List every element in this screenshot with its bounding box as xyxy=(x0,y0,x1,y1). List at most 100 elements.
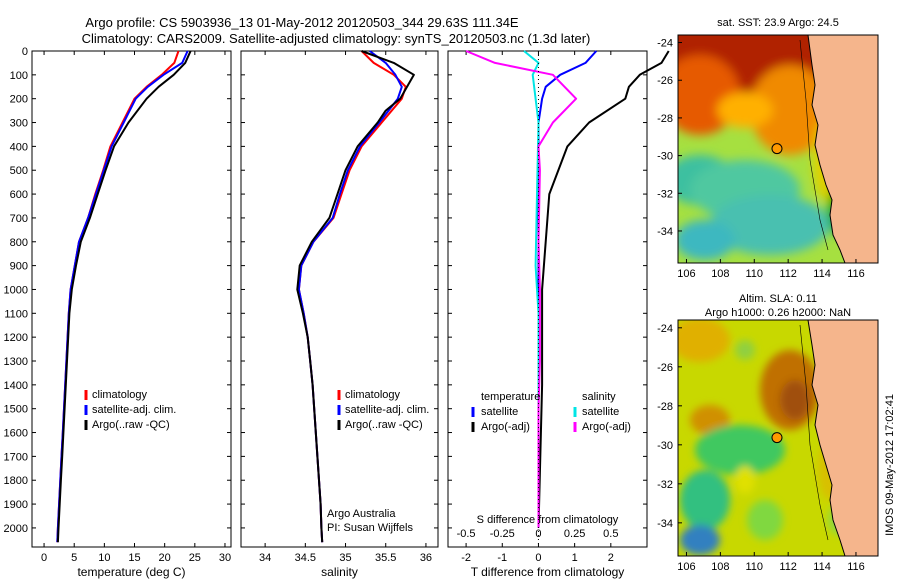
salinity-axes-frame xyxy=(240,50,439,548)
diff-legend-temperature-title: temperature xyxy=(481,391,540,403)
temperature-axes-frame xyxy=(31,50,232,548)
sst_map-xtick-label: 114 xyxy=(813,268,831,280)
sal-annotation-line2: PI: Susan Wijffels xyxy=(327,522,413,534)
temperature-ytick-label: 1000 xyxy=(4,284,28,296)
difference-series-t-satellite xyxy=(537,50,598,528)
sst_map-xtick-label: 106 xyxy=(677,268,695,280)
temperature-profile-panel: 0 5 10 15 20 25 300100200300400500600700800900… xyxy=(4,46,232,579)
sla_map-ytick-label: -34 xyxy=(657,518,673,530)
diff-secondary-xlabel: S difference from climatology xyxy=(477,514,619,526)
difference-series-s-satellite xyxy=(523,50,540,528)
imos-timestamp-watermark: IMOS 09-May-2012 17:02:41 xyxy=(884,394,896,536)
difference-xtick-label: 0 xyxy=(535,552,541,564)
temperature-ytick-label: 500 xyxy=(10,165,28,177)
diff-secondary-xtick-label: 0 xyxy=(535,528,541,540)
temp-legend-label: satellite-adj. clim. xyxy=(92,404,176,416)
sst_map-xtick-label: 110 xyxy=(745,268,763,280)
temperature-ytick-label: 1400 xyxy=(4,380,28,392)
salinity-profile-panel: 34 34.5 35 35.5 36 salinity climatology satelli… xyxy=(240,50,439,579)
sla_map-ytick-label: -26 xyxy=(657,362,673,374)
temperature-ytick-label: 900 xyxy=(10,261,28,273)
diff-secondary-xtick-label: 0.5 xyxy=(603,528,618,540)
temperature-ytick-label: 300 xyxy=(10,118,28,130)
sst_map-ytick-label: -32 xyxy=(657,188,673,200)
sla_map-xtick-label: 114 xyxy=(813,561,831,573)
sla-land-mask xyxy=(808,320,878,556)
sst_map-xtick-label: 116 xyxy=(847,268,865,280)
temperature-series-satellite-adj-clim- xyxy=(56,50,189,543)
salinity-xtick-label: 34.5 xyxy=(295,552,316,564)
sst_map-xtick-label: 108 xyxy=(711,268,729,280)
temperature-ytick-label: 1500 xyxy=(4,404,28,416)
sst-land-mask xyxy=(808,35,878,263)
sla_map-xtick-label: 110 xyxy=(745,561,763,573)
diff-legend-s-label: Argo(-adj) xyxy=(582,421,631,433)
temperature-xtick-label: 15 xyxy=(128,552,140,564)
temperature-ytick-label: 1600 xyxy=(4,428,28,440)
difference-series-t-argo-adj- xyxy=(537,50,670,528)
temperature-xtick-label: 10 xyxy=(98,552,110,564)
temperature-ytick-label: 600 xyxy=(10,189,28,201)
diff-secondary-xtick-label: -0.5 xyxy=(457,528,476,540)
sla-map-axes: 106 108 110 112 114 116 -24 -26 -28 -30 -32 -34 xyxy=(657,323,865,573)
salinity-xtick-label: 34 xyxy=(259,552,271,564)
sla_map-xtick-label: 116 xyxy=(847,561,865,573)
sst-argo-marker xyxy=(771,143,783,155)
sla_map-ytick-label: -24 xyxy=(657,323,673,335)
salinity-series-climatology xyxy=(297,50,407,543)
figure-title-line1: Argo profile: CS 5903936_13 01-May-2012 … xyxy=(85,15,519,30)
temperature-xtick-label: 25 xyxy=(189,552,201,564)
sst_map-ytick-label: -28 xyxy=(657,113,673,125)
temperature-ytick-label: 1100 xyxy=(4,308,28,320)
temperature-xtick-label: 5 xyxy=(71,552,77,564)
difference-xtick-label: 1 xyxy=(572,552,578,564)
sla-argo-marker xyxy=(771,432,783,444)
sst_map-ytick-label: -26 xyxy=(657,75,673,87)
sla-map-subtitle: Argo h1000: 0.26 h2000: NaN xyxy=(705,307,851,319)
temperature-ytick-label: 800 xyxy=(10,237,28,249)
temperature-ytick-label: 400 xyxy=(10,141,28,153)
sst-map-frame xyxy=(677,34,879,264)
sla-map-title: Altim. SLA: 0.11 xyxy=(739,293,817,305)
diff-legend-t-label: Argo(-adj) xyxy=(481,421,530,433)
difference-axes-frame xyxy=(447,50,648,548)
temperature-ytick-label: 100 xyxy=(10,70,28,82)
sal-annotation-line1: Argo Australia xyxy=(327,508,396,520)
sst-map-panel: sat. SST: 23.9 Argo: 24.5 106 108 110 112 11… xyxy=(657,17,879,280)
sla-coastline xyxy=(807,320,846,556)
sla_map-xtick-label: 108 xyxy=(711,561,729,573)
temperature-ytick-label: 0 xyxy=(22,46,28,58)
temperature-ytick-label: 200 xyxy=(10,94,28,106)
temperature-ytick-label: 1700 xyxy=(4,451,28,463)
temp-legend-label: climatology xyxy=(92,389,148,401)
sla_map-ytick-label: -30 xyxy=(657,440,673,452)
temperature-ytick-label: 2000 xyxy=(4,523,28,535)
temp-legend-label: Argo(..raw -QC) xyxy=(92,419,170,431)
salinity-xtick-label: 35.5 xyxy=(375,552,396,564)
sst_map-ytick-label: -24 xyxy=(657,38,673,50)
sla_map-xtick-label: 106 xyxy=(677,561,695,573)
sal-legend-label: Argo(..raw -QC) xyxy=(345,419,423,431)
sla_map-ytick-label: -32 xyxy=(657,479,673,491)
sst_map-xtick-label: 112 xyxy=(779,268,797,280)
temperature-series-argo-raw-qc- xyxy=(56,50,192,543)
sla-map-frame xyxy=(677,319,879,557)
sla_map-xtick-label: 112 xyxy=(779,561,797,573)
temperature-xlabel: temperature (deg C) xyxy=(77,565,185,579)
temperature-ytick-label: 1300 xyxy=(4,356,28,368)
salinity-xtick-label: 36 xyxy=(420,552,432,564)
salinity-series-satellite-adj-clim- xyxy=(297,50,403,543)
sla_map-ytick-label: -28 xyxy=(657,401,673,413)
sst-map-axes: 106 108 110 112 114 116 -24 -26 -28 -30 -32 -34 xyxy=(657,38,865,280)
sst_map-ytick-label: -34 xyxy=(657,226,673,238)
temperature-ytick-label: 700 xyxy=(10,213,28,225)
salinity-xlabel: salinity xyxy=(321,565,358,579)
sst-coastline xyxy=(807,35,846,263)
salinity-xtick-label: 35 xyxy=(339,552,351,564)
salinity-series-argo-raw-qc- xyxy=(296,50,415,543)
difference-profile-panel: -2 -1 0 1 2T difference from climatology -0.5… xyxy=(447,50,670,579)
diff-legend-salinity-title: salinity xyxy=(582,391,616,403)
diff-secondary-xtick-label: -0.25 xyxy=(490,528,515,540)
sst_map-ytick-label: -30 xyxy=(657,151,673,163)
